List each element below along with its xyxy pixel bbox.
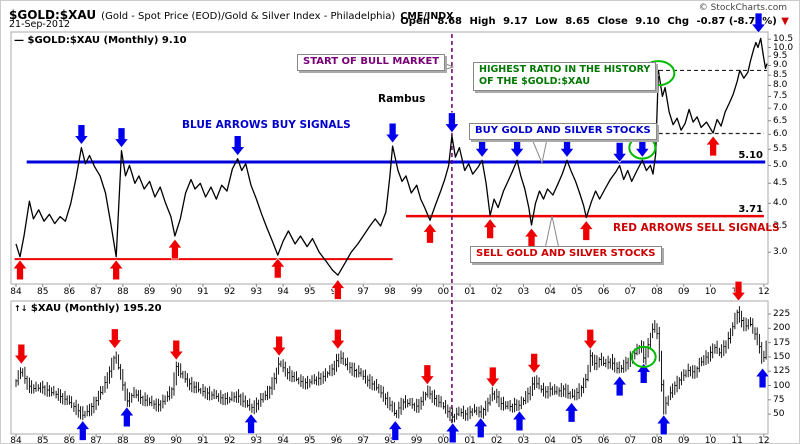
sell-arrow (419, 364, 436, 386)
low-label: Low (535, 16, 558, 27)
buy-arrow (509, 136, 525, 158)
buy-arrow (611, 375, 628, 397)
sell-arrow (270, 257, 286, 279)
sell-arrow (108, 259, 124, 281)
sell-arrow (523, 227, 540, 249)
sell-arrow (705, 135, 721, 157)
buy-arrow (387, 419, 403, 441)
buy-arrow (113, 127, 130, 149)
sell-arrow (330, 328, 346, 350)
buy-arrow (75, 419, 91, 441)
buy-arrow (474, 136, 490, 158)
buy-arrow (511, 410, 528, 432)
sell-arrow (578, 219, 594, 241)
green-circle-highlight (630, 345, 657, 368)
buy-arrow (73, 124, 90, 146)
high-label: High (469, 16, 496, 27)
sell-arrow (485, 366, 501, 388)
buy-arrow (444, 112, 460, 134)
sell-arrow (271, 335, 287, 357)
main-panel-border (10, 31, 769, 285)
chart-date: 21-Sep-2012 (9, 19, 71, 30)
buy-arrow (656, 414, 672, 436)
buy-arrow (473, 417, 489, 439)
sell-arrow (422, 222, 438, 244)
xau-close-ticks (16, 311, 766, 418)
high-value: 9.17 (503, 16, 528, 27)
buy-arrow (634, 136, 651, 158)
buy-arrow (559, 136, 575, 158)
sell-arrow (12, 259, 28, 281)
buy-arrow (119, 406, 135, 428)
close-value: 9.10 (635, 16, 660, 27)
buy-arrow (563, 401, 580, 423)
ticker-symbol: $GOLD:$XAU (9, 8, 97, 22)
buy-callout-tail (531, 138, 548, 165)
sell-arrow (167, 238, 183, 260)
sell-arrow (13, 343, 30, 365)
sell-arrow (482, 218, 498, 239)
low-value: 8.65 (565, 16, 590, 27)
sell-arrow (107, 328, 123, 350)
gold-xau-ratio-line (15, 37, 768, 276)
price-down-triangle-icon: ▼ (781, 16, 789, 27)
sell-arrow (730, 280, 747, 302)
chg-label: Chg (667, 16, 690, 27)
xau-price-bars (15, 306, 767, 424)
sell-arrow (526, 352, 542, 374)
sell-arrow (168, 339, 184, 361)
sell-callout-tail (544, 215, 560, 250)
buy-arrow (635, 362, 652, 384)
buy-arrow (611, 142, 628, 163)
chg-value: -0.87 (-8.70%) (696, 16, 777, 27)
buy-arrow (754, 367, 771, 389)
ticker-description: (Gold - Spot Price (EOD)/Gold & Silver I… (101, 11, 396, 22)
ohlc-quote-row: Open 8.68 High 9.17 Low 8.65 Close 9.10 … (396, 16, 789, 27)
chart-title: $GOLD:$XAU (Gold - Spot Price (EOD)/Gold… (9, 4, 454, 23)
sell-arrow (330, 278, 346, 300)
sell-arrow (582, 328, 598, 350)
open-value: 8.68 (437, 16, 463, 27)
open-label: Open (400, 16, 430, 27)
buy-arrow (243, 413, 259, 435)
buy-arrow (750, 12, 767, 34)
exchange-label: CME/INDX (400, 11, 454, 22)
close-label: Close (597, 16, 628, 27)
buy-arrow (384, 122, 401, 144)
copyright: © StockCharts.com (698, 3, 787, 13)
buy-arrow (229, 135, 246, 157)
start-callout-tail (436, 59, 455, 73)
buy-arrow (444, 422, 461, 443)
